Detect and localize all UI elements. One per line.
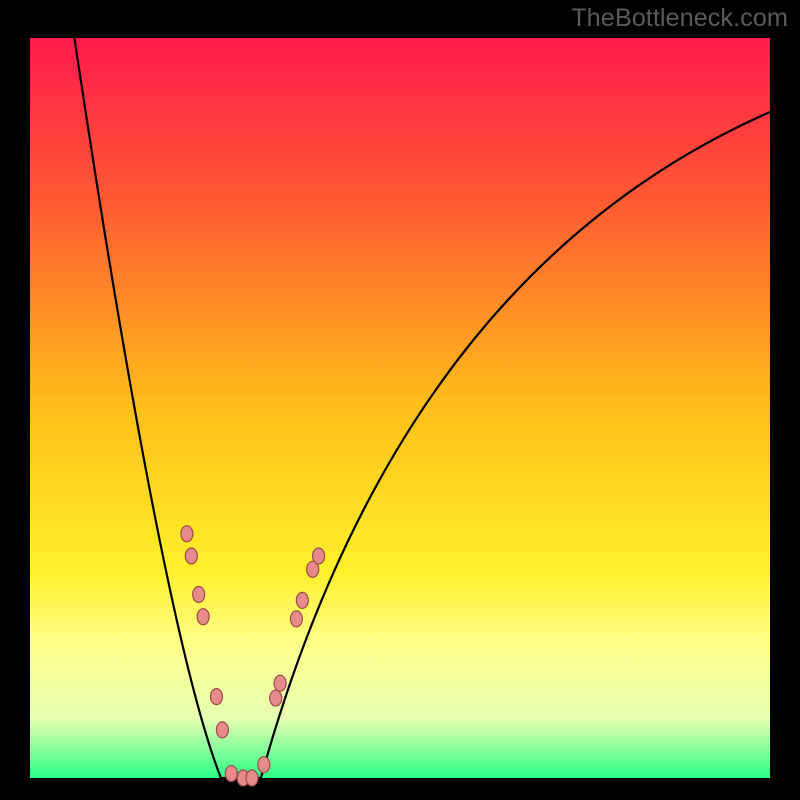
data-marker	[197, 609, 209, 625]
data-marker	[246, 770, 258, 786]
curve-layer	[30, 38, 770, 778]
plot-area	[30, 38, 770, 778]
data-marker	[258, 757, 270, 773]
data-marker	[185, 548, 197, 564]
data-marker	[225, 766, 237, 782]
watermark-text: TheBottleneck.com	[571, 4, 788, 33]
marker-group	[181, 526, 325, 786]
data-marker	[193, 586, 205, 602]
data-marker	[274, 675, 286, 691]
bottleneck-curve	[74, 38, 770, 778]
chart-frame: TheBottleneck.com	[0, 0, 800, 800]
data-marker	[216, 722, 228, 738]
data-marker	[210, 689, 222, 705]
data-marker	[270, 690, 282, 706]
data-marker	[313, 548, 325, 564]
data-marker	[181, 526, 193, 542]
data-marker	[296, 592, 308, 608]
data-marker	[290, 611, 302, 627]
